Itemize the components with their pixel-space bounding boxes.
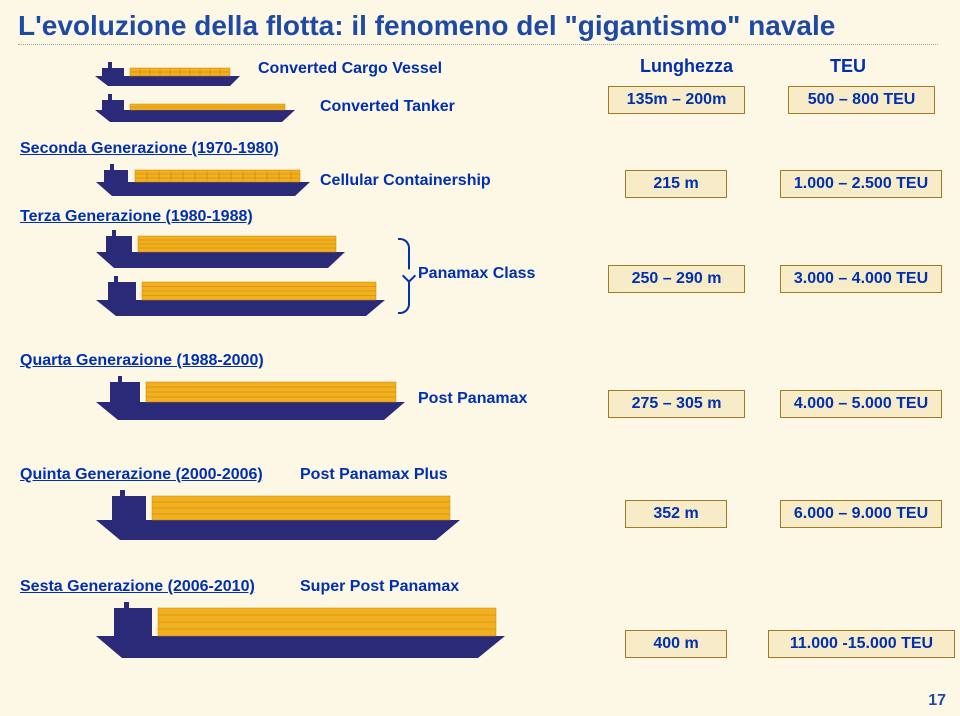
gen-label-fourth: Quarta Generazione (1988-2000)	[20, 352, 264, 370]
page-title: L'evoluzione della flotta: il fenomeno d…	[18, 10, 938, 45]
page-number: 17	[928, 692, 946, 710]
brace-icon	[392, 238, 410, 314]
box-length-sixth: 400 m	[625, 630, 727, 658]
gen-label-second: Seconda Generazione (1970-1980)	[20, 140, 279, 158]
gen-label-third: Terza Generazione (1980-1988)	[20, 208, 253, 226]
ship-label-cellular: Cellular Containership	[320, 172, 491, 190]
ship-icon	[90, 162, 315, 198]
header-teu: TEU	[830, 56, 866, 77]
ship-icon	[90, 602, 510, 660]
slide: L'evoluzione della flotta: il fenomeno d…	[0, 0, 960, 716]
ship-label-superpostpanamax: Super Post Panamax	[300, 578, 459, 596]
ship-icon	[90, 376, 410, 422]
ship-label-panamax: Panamax Class	[418, 265, 535, 283]
ship-icon	[90, 276, 390, 318]
box-teu-fifth: 6.000 – 9.000 TEU	[780, 500, 942, 528]
ship-label-postpanamax: Post Panamax	[418, 390, 527, 408]
ship-label-converted-tanker: Converted Tanker	[320, 98, 455, 116]
box-length-fourth: 275 – 305 m	[608, 390, 745, 418]
box-length-second: 215 m	[625, 170, 727, 198]
ship-label-postpanamaxplus: Post Panamax Plus	[300, 466, 448, 484]
gen-label-sixth: Sesta Generazione (2006-2010)	[20, 578, 255, 596]
box-teu-third: 3.000 – 4.000 TEU	[780, 265, 942, 293]
box-teu-second: 1.000 – 2.500 TEU	[780, 170, 942, 198]
ship-icon	[90, 230, 350, 270]
box-teu-fourth: 4.000 – 5.000 TEU	[780, 390, 942, 418]
box-length-fifth: 352 m	[625, 500, 727, 528]
ship-icon	[90, 490, 465, 542]
ship-icon	[90, 92, 300, 124]
gen-label-fifth: Quinta Generazione (2000-2006)	[20, 466, 263, 484]
ship-icon	[90, 58, 245, 88]
ship-label-converted-cargo: Converted Cargo Vessel	[258, 60, 442, 78]
box-length-first: 135m – 200m	[608, 86, 745, 114]
header-lunghezza: Lunghezza	[640, 56, 733, 77]
box-length-third: 250 – 290 m	[608, 265, 745, 293]
box-teu-first: 500 – 800 TEU	[788, 86, 935, 114]
box-teu-sixth: 11.000 -15.000 TEU	[768, 630, 955, 658]
